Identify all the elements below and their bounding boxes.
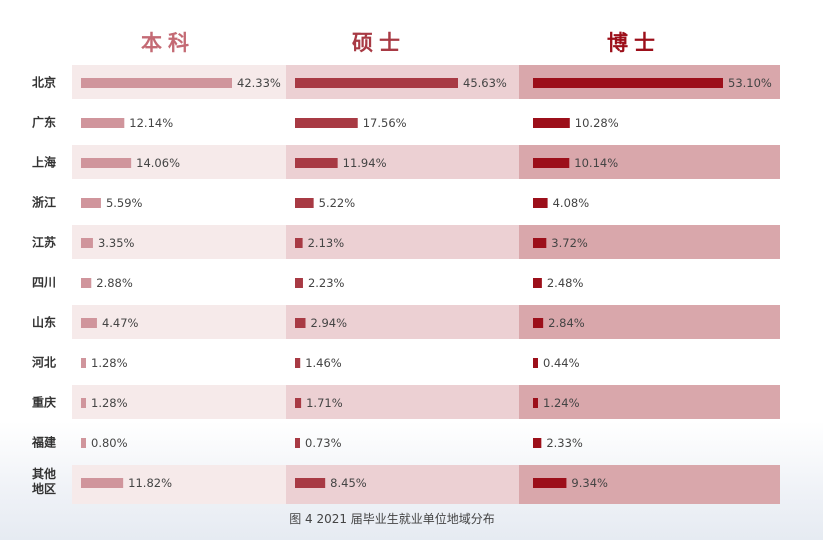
value-label-2-5: 2.48% (547, 276, 584, 290)
value-label-1-10: 8.45% (330, 476, 367, 490)
value-label-0-8: 1.28% (91, 396, 128, 410)
value-label-0-1: 12.14% (129, 116, 173, 130)
row-label-7: 河北 (31, 355, 56, 370)
value-label-0-5: 2.88% (96, 276, 133, 290)
value-label-0-9: 0.80% (91, 436, 128, 450)
value-label-1-2: 11.94% (343, 156, 387, 170)
bar-1-5 (295, 278, 303, 288)
value-label-2-8: 1.24% (543, 396, 580, 410)
value-label-0-4: 3.35% (98, 236, 135, 250)
bar-0-1 (81, 118, 125, 128)
value-label-2-0: 53.10% (728, 76, 772, 90)
band-2-8 (519, 385, 780, 419)
bar-0-0 (81, 78, 232, 88)
bar-2-3 (533, 198, 548, 208)
value-label-2-10: 9.34% (571, 476, 608, 490)
band-0-4 (72, 225, 286, 259)
bar-2-8 (533, 398, 538, 408)
value-label-2-9: 2.33% (546, 436, 583, 450)
row-label-3: 浙江 (32, 195, 56, 210)
bar-0-9 (81, 438, 86, 448)
row-label-9: 福建 (31, 435, 57, 450)
band-2-4 (519, 225, 780, 259)
value-label-1-5: 2.23% (308, 276, 345, 290)
value-label-1-1: 17.56% (363, 116, 407, 130)
bar-0-8 (81, 398, 86, 408)
bar-2-9 (533, 438, 542, 448)
bar-1-2 (295, 158, 338, 168)
bar-0-6 (81, 318, 97, 328)
value-label-2-2: 10.14% (574, 156, 618, 170)
bar-2-2 (533, 158, 570, 168)
series-header-0: 本科 (141, 31, 195, 55)
value-label-0-2: 14.06% (136, 156, 180, 170)
row-label-1: 广东 (32, 115, 56, 130)
series-header-2: 博士 (607, 31, 661, 55)
bar-1-9 (295, 438, 300, 448)
bar-1-7 (295, 358, 301, 368)
bar-0-5 (81, 278, 92, 288)
row-label-6: 山东 (32, 315, 56, 330)
bar-0-10 (81, 478, 124, 488)
bar-1-6 (295, 318, 306, 328)
band-0-8 (72, 385, 286, 419)
value-label-2-4: 3.72% (551, 236, 588, 250)
row-label-2: 上海 (32, 155, 56, 170)
value-label-0-3: 5.59% (106, 196, 143, 210)
value-label-0-7: 1.28% (91, 356, 128, 370)
bar-2-10 (533, 478, 567, 488)
bar-2-7 (533, 358, 538, 368)
value-label-2-3: 4.08% (553, 196, 590, 210)
bar-2-5 (533, 278, 542, 288)
bar-1-10 (295, 478, 326, 488)
value-label-1-4: 2.13% (308, 236, 345, 250)
value-label-1-9: 0.73% (305, 436, 342, 450)
series-header-1: 硕士 (352, 31, 406, 55)
value-label-0-6: 4.47% (102, 316, 139, 330)
bar-0-2 (81, 158, 132, 168)
row-label-5: 四川 (32, 276, 56, 290)
value-label-2-7: 0.44% (543, 356, 580, 370)
bar-0-7 (81, 358, 86, 368)
value-label-2-1: 10.28% (575, 116, 619, 130)
bar-0-4 (81, 238, 93, 248)
value-label-0-0: 42.33% (237, 76, 281, 90)
row-label-4: 江苏 (32, 235, 56, 250)
value-label-1-8: 1.71% (306, 396, 343, 410)
band-2-6 (519, 305, 780, 339)
band-1-4 (286, 225, 519, 259)
band-0-6 (72, 305, 286, 339)
bar-1-4 (295, 238, 303, 248)
bar-2-0 (533, 78, 723, 88)
value-label-0-10: 11.82% (128, 476, 172, 490)
band-1-6 (286, 305, 519, 339)
figure-caption: 图 4 2021 届毕业生就业单位地域分布 (289, 511, 495, 526)
row-label-10: 其他地区 (32, 466, 56, 496)
bar-1-3 (295, 198, 314, 208)
band-1-8 (286, 385, 519, 419)
bar-1-1 (295, 118, 358, 128)
value-label-1-7: 1.46% (305, 356, 342, 370)
bar-2-6 (533, 318, 544, 328)
bar-1-0 (295, 78, 458, 88)
value-label-1-6: 2.94% (311, 316, 348, 330)
bar-0-3 (81, 198, 101, 208)
bar-1-8 (295, 398, 302, 408)
bar-2-1 (533, 118, 570, 128)
row-label-0: 北京 (32, 75, 56, 90)
value-label-1-0: 45.63% (463, 76, 507, 90)
value-label-2-6: 2.84% (548, 316, 585, 330)
row-label-8: 重庆 (32, 395, 56, 410)
value-label-1-3: 5.22% (319, 196, 356, 210)
bar-2-4 (533, 238, 547, 248)
